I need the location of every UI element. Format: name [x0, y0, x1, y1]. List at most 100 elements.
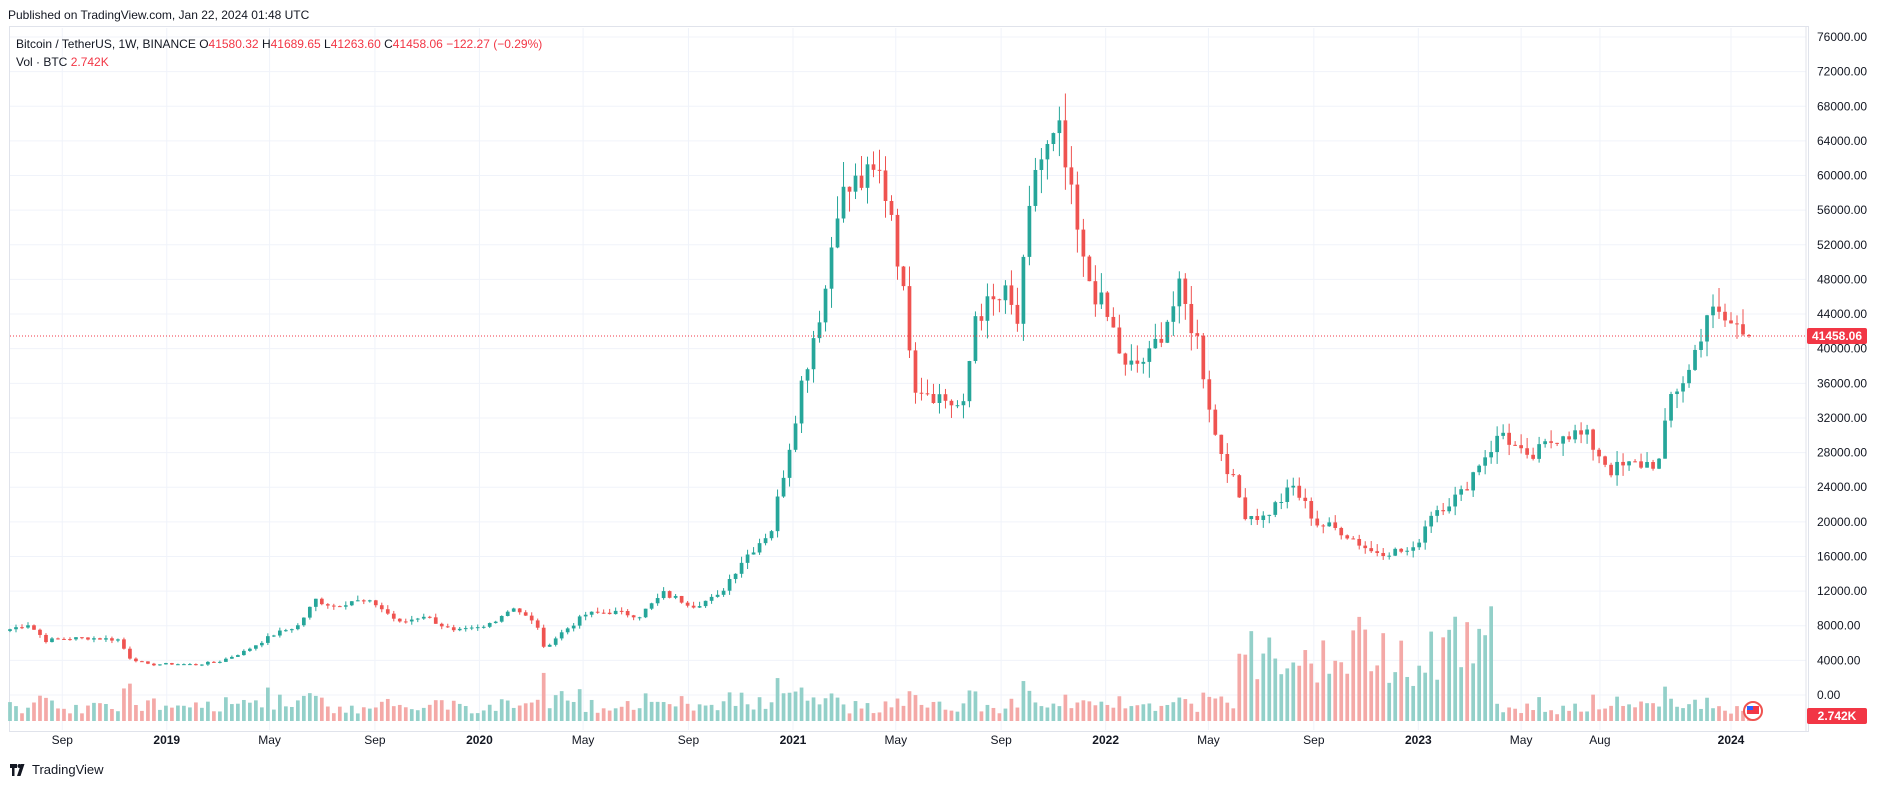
volume-bar	[445, 709, 450, 721]
price-tick-label: 8000.00	[1817, 619, 1861, 633]
candle-body	[733, 573, 738, 580]
candle-body	[1609, 464, 1613, 476]
volume-bar	[1297, 665, 1302, 721]
price-tick-label: 24000.00	[1817, 480, 1867, 494]
volume-bar	[1279, 674, 1284, 721]
volume-bar	[715, 710, 720, 721]
high-label: H	[261, 37, 271, 51]
volume-bar	[1309, 663, 1314, 721]
candle-body	[343, 605, 348, 607]
time-tick-label: 2019	[153, 733, 180, 747]
change-value: −122.27 (−0.29%)	[446, 37, 543, 51]
volume-bar	[325, 706, 330, 721]
volume-bar	[1099, 701, 1104, 721]
candle-body	[697, 606, 702, 608]
volume-value: 2.742K	[70, 55, 109, 69]
volume-bar	[8, 702, 12, 721]
candle-body	[811, 338, 816, 370]
volume-bar	[667, 704, 672, 721]
volume-bar	[1051, 703, 1056, 721]
candle-body	[949, 400, 954, 406]
candle-body	[1621, 461, 1625, 466]
volume-bar	[919, 704, 924, 721]
volume-bar	[487, 704, 492, 721]
candle-body	[1321, 525, 1326, 527]
candle-body	[8, 629, 12, 631]
candle-body	[152, 663, 156, 666]
candle-body	[421, 616, 426, 619]
volume-bar	[913, 695, 918, 721]
candle-body	[1051, 133, 1056, 145]
volume-bar	[685, 703, 690, 721]
price-tick-label: 48000.00	[1817, 272, 1867, 286]
volume-bar	[1561, 705, 1565, 721]
volume-bar	[733, 705, 738, 721]
tradingview-footer[interactable]: TradingView	[10, 762, 104, 777]
volume-bar	[1393, 672, 1398, 721]
volume-bar	[649, 701, 654, 721]
candle-body	[1363, 545, 1368, 549]
volume-bar	[535, 699, 540, 721]
volume-bar	[979, 711, 984, 721]
volume-bar	[1513, 708, 1517, 721]
volume-bar	[871, 713, 876, 721]
candle-body	[835, 218, 840, 248]
symbol-label[interactable]: Bitcoin / TetherUS, 1W, BINANCE	[16, 37, 196, 51]
volume-bar	[607, 710, 612, 721]
volume-bar	[1345, 673, 1350, 721]
volume-bar	[745, 704, 750, 721]
volume-bar	[517, 705, 522, 721]
candle-body	[1009, 285, 1014, 305]
candle-body	[841, 186, 846, 219]
volume-label[interactable]: Vol · BTC	[16, 55, 68, 69]
volume-bar	[1129, 706, 1134, 721]
volume-bar	[553, 695, 558, 721]
candle-body	[1129, 360, 1134, 365]
candle-body	[164, 663, 168, 665]
candle-body	[1399, 548, 1404, 552]
volume-bar	[931, 701, 936, 721]
candle-body	[1213, 409, 1218, 435]
last-price-label: 41458.06	[1812, 329, 1862, 343]
volume-bar	[62, 708, 66, 721]
candle-body	[685, 602, 690, 606]
candle-body	[1111, 316, 1116, 328]
volume-bar	[841, 704, 846, 721]
candle-body	[751, 552, 756, 555]
candle-body	[1411, 547, 1416, 551]
volume-bar	[1237, 653, 1242, 721]
volume-bar	[769, 702, 774, 721]
candle-body	[1165, 321, 1170, 343]
candle-body	[1021, 256, 1026, 324]
volume-bar	[301, 695, 306, 721]
volume-bar	[1285, 668, 1290, 721]
volume-bar	[811, 697, 816, 721]
candle-body	[1417, 542, 1422, 548]
candle-body	[1639, 461, 1643, 468]
volume-bar	[1219, 696, 1224, 721]
candle-body	[50, 638, 54, 643]
grid-lines	[10, 28, 1806, 730]
candle-body	[739, 562, 744, 574]
volume-bar	[80, 713, 84, 721]
candle-body	[1597, 449, 1601, 457]
candle-body	[1135, 360, 1140, 364]
candle-body	[1699, 341, 1703, 350]
candle-body	[1369, 548, 1374, 552]
chart-pane[interactable]	[9, 26, 1809, 732]
ohlc-row: Bitcoin / TetherUS, 1W, BINANCE O41580.3…	[16, 35, 542, 53]
candle-body	[859, 175, 864, 188]
price-tick-label: 44000.00	[1817, 307, 1867, 321]
volume-bar	[1543, 711, 1547, 721]
volume-bar	[1699, 708, 1703, 721]
candle-body	[379, 605, 384, 610]
volume-bar	[1171, 702, 1176, 721]
candle-body	[128, 648, 132, 659]
volume-bar	[206, 701, 210, 721]
volume-bar	[847, 713, 852, 721]
candle-body	[1471, 472, 1476, 491]
volume-bar	[1405, 676, 1410, 721]
volume-bar	[44, 697, 48, 721]
volume-bar	[547, 708, 552, 721]
